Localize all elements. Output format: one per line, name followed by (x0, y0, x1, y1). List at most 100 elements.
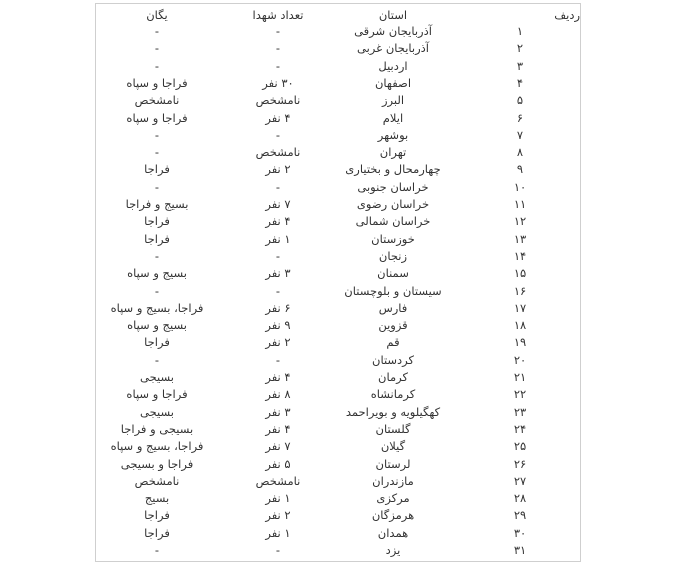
cell-count: - (275, 248, 281, 263)
table-row: ۱۸ قزوین ۹ نفر بسیج و سپاه (0, 317, 676, 334)
cell-index: ۱۰ (513, 179, 527, 194)
table-row: ۳۱ یزد - - (0, 542, 676, 559)
cell-unit: - (154, 543, 160, 557)
cell-count: ۴ نفر (265, 110, 291, 125)
cell-count: - (275, 41, 281, 56)
cell-index: ۱۶ (513, 283, 527, 298)
cell-province: مازندران (372, 473, 414, 488)
cell-count: - (275, 24, 281, 38)
cell-index: ۶ (516, 110, 524, 125)
cell-index: ۴ (516, 75, 524, 90)
table-row: ۲۶ لرستان ۵ نفر فراجا و بسیجی (0, 456, 676, 473)
cell-unit: فراجا (144, 231, 170, 246)
cell-index: ۱۱ (513, 197, 527, 211)
table-row: ۲۳ کهگیلویه و بویراحمد ۳ نفر بسیجی (0, 404, 676, 421)
cell-count: ۴ نفر (265, 370, 291, 384)
header-province: استان (378, 8, 408, 22)
table-row: ۸ تهران نامشخص - (0, 144, 676, 161)
cell-index: ۳ (516, 58, 524, 73)
cell-count: - (275, 127, 281, 142)
cell-count: نامشخص (255, 145, 301, 160)
cell-count: ۱ نفر (265, 525, 291, 540)
header-unit: یگان (146, 8, 168, 22)
cell-unit: - (154, 41, 160, 56)
table-row: ۱۲ خراسان شمالی ۴ نفر فراجا (0, 213, 676, 230)
cell-index: ۱۹ (513, 335, 527, 350)
cell-count: - (275, 179, 281, 194)
cell-index: ۵ (516, 93, 524, 108)
cell-unit: بسیج و سپاه (127, 318, 187, 333)
cell-province: زنجان (378, 248, 408, 263)
cell-unit: - (154, 24, 160, 38)
cell-province: چهارمحال و بختیاری (345, 162, 441, 177)
cell-unit: نامشخص (134, 473, 180, 488)
cell-count: ۴ نفر (265, 421, 291, 436)
cell-index: ۷ (516, 127, 524, 142)
cell-count: ۳ نفر (265, 266, 291, 281)
header-index: ردیف (554, 8, 580, 22)
cell-unit: بسیجی (140, 404, 174, 419)
cell-index: ۹ (516, 162, 524, 177)
cell-unit: بسیجی (140, 370, 174, 384)
cell-province: اصفهان (374, 75, 412, 90)
cell-province: مرکزی (376, 491, 410, 506)
cell-province: ایلام (382, 110, 404, 125)
cell-unit: فراجا (144, 214, 170, 229)
cell-province: آذربایجان شرقی (354, 24, 432, 38)
cell-province: همدان (377, 525, 409, 540)
cell-count: ۲ نفر (265, 508, 291, 523)
cell-unit: - (154, 179, 160, 194)
table-row: ۷ بوشهر - - (0, 127, 676, 144)
cell-unit: فراجا و سپاه (126, 110, 188, 125)
table-row: ۲۵ گیلان ۷ نفر فراجا، بسیج و سپاه (0, 438, 676, 455)
cell-unit: فراجا (144, 508, 170, 523)
table-row: ۱۱ خراسان رضوی ۷ نفر بسیج و فراجا (0, 196, 676, 213)
cell-index: ۱۷ (513, 300, 527, 315)
table-row: ۱۵ سمنان ۳ نفر بسیج و سپاه (0, 265, 676, 282)
cell-index: ۲۴ (513, 421, 527, 436)
cell-count: ۳۰ نفر (262, 75, 294, 90)
cell-province: هرمزگان (371, 508, 415, 523)
table-row: ۹ چهارمحال و بختیاری ۲ نفر فراجا (0, 161, 676, 178)
table-row: ۳ اردبیل - - (0, 58, 676, 75)
cell-count: - (275, 283, 281, 298)
cell-unit: نامشخص (134, 93, 180, 108)
cell-unit: فراجا، بسیج و سپاه (110, 300, 204, 315)
cell-index: ۳۱ (513, 543, 527, 557)
cell-count: نامشخص (255, 93, 301, 108)
table-row: ۲۲ کرمانشاه ۸ نفر فراجا و سپاه (0, 386, 676, 403)
cell-province: خراسان رضوی (356, 197, 430, 211)
cell-index: ۱ (516, 24, 524, 38)
cell-unit: فراجا و بسیجی (120, 456, 194, 471)
header-count: تعداد شهدا (252, 8, 304, 22)
table-border (95, 3, 581, 562)
cell-unit: - (154, 145, 160, 160)
cell-count: ۷ نفر (265, 439, 291, 454)
cell-index: ۳۰ (513, 525, 527, 540)
cell-province: قزوین (378, 318, 408, 333)
cell-count: ۲ نفر (265, 335, 291, 350)
cell-province: آذربایجان غربی (357, 41, 429, 56)
cell-unit: بسیج (144, 491, 170, 506)
cell-index: ۱۳ (513, 231, 527, 246)
table-row: ۵ البرز نامشخص نامشخص (0, 92, 676, 109)
cell-unit: - (154, 352, 160, 367)
table-row: ۱ آذربایجان شرقی - - (0, 23, 676, 40)
cell-province: سیستان و بلوچستان (344, 283, 442, 298)
table-row: ۱۰ خراسان جنوبی - - (0, 179, 676, 196)
cell-count: ۱ نفر (265, 231, 291, 246)
cell-index: ۲۷ (513, 473, 527, 488)
cell-index: ۱۴ (513, 248, 527, 263)
cell-unit: فراجا (144, 162, 170, 177)
cell-province: کردستان (372, 352, 414, 367)
cell-province: خراسان جنوبی (357, 179, 429, 194)
cell-count: ۱ نفر (265, 491, 291, 506)
cell-province: یزد (385, 543, 401, 557)
cell-count: ۴ نفر (265, 214, 291, 229)
cell-province: البرز (381, 93, 405, 108)
cell-index: ۲۵ (513, 439, 527, 454)
cell-unit: فراجا و سپاه (126, 387, 188, 402)
table-row: ۱۶ سیستان و بلوچستان - - (0, 283, 676, 300)
cell-province: گلستان (375, 421, 411, 436)
cell-unit: فراجا، بسیج و سپاه (110, 439, 204, 454)
